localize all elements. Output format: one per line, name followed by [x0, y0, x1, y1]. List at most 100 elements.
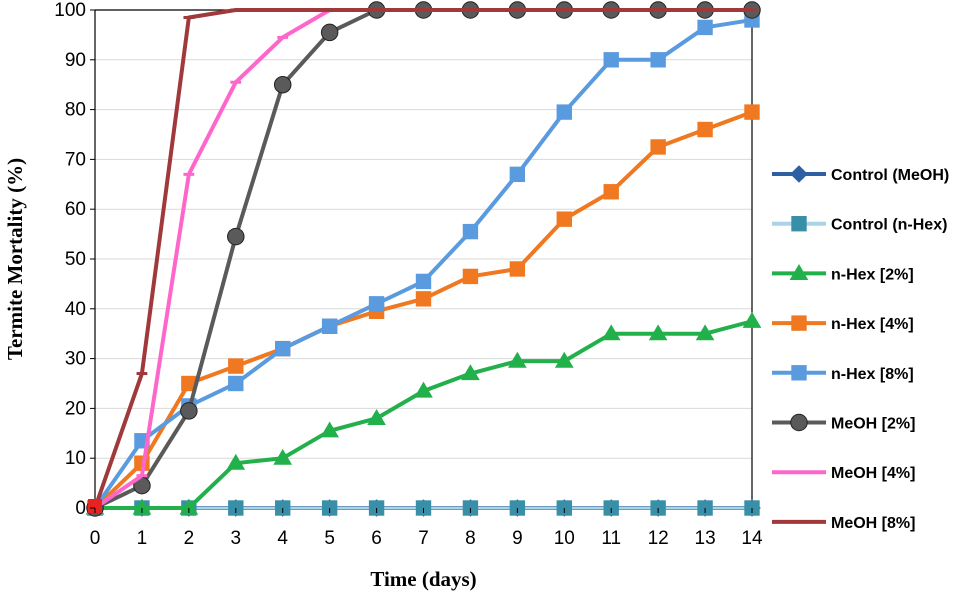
- x-tick-label: 12: [648, 528, 669, 549]
- legend-swatch-marker: [791, 365, 807, 381]
- x-tick-label: 7: [418, 528, 429, 549]
- series-n-hex-8: [87, 12, 760, 516]
- data-point: [462, 268, 479, 285]
- legend-swatch-marker: [792, 470, 806, 474]
- data-point: [508, 351, 527, 368]
- data-point: [744, 104, 760, 120]
- x-tick-label: 2: [184, 528, 195, 549]
- y-tick-label: 80: [65, 100, 86, 121]
- legend-item: n-Hex [2%]: [772, 264, 914, 283]
- series-line: [93, 17, 753, 510]
- data-point: [320, 23, 339, 42]
- legend-item: MeOH [8%]: [772, 515, 915, 532]
- data-point: [652, 8, 664, 12]
- y-tick-label: 60: [65, 199, 86, 220]
- data-point: [601, 324, 621, 341]
- series-n-hex-2: [85, 311, 762, 515]
- data-point: [511, 8, 523, 12]
- legend-item: MeOH [2%]: [772, 413, 915, 433]
- data-point: [509, 166, 526, 183]
- x-tick-label: 1: [137, 528, 148, 549]
- data-point: [415, 273, 432, 290]
- data-point: [136, 372, 148, 376]
- data-point: [371, 8, 382, 12]
- x-tick-label: 0: [90, 528, 101, 549]
- x-tick-label: 10: [554, 528, 575, 549]
- data-point: [603, 52, 619, 68]
- legend-label: n-Hex [2%]: [831, 266, 914, 283]
- x-axis-title: Time (days): [370, 567, 476, 591]
- data-point: [183, 15, 195, 19]
- data-point: [324, 8, 336, 12]
- y-tick-label: 90: [65, 50, 86, 71]
- y-axis-title: Termite Mortality (%): [3, 158, 27, 360]
- data-point: [273, 75, 292, 94]
- y-tick-label: 30: [65, 349, 86, 370]
- data-point: [509, 261, 526, 277]
- gridlines: [95, 9, 752, 509]
- legend-item: MeOH [4%]: [772, 465, 915, 482]
- x-tick-label: 11: [601, 528, 621, 549]
- data-point: [462, 223, 479, 240]
- legend-label: Control (n-Hex): [831, 217, 947, 234]
- data-point: [277, 8, 289, 12]
- data-point: [418, 8, 429, 12]
- x-tick-label: 8: [465, 528, 476, 549]
- y-tick-label: 20: [65, 398, 86, 419]
- data-point: [367, 409, 386, 425]
- legend-item: Control (MeOH): [772, 165, 949, 184]
- data-point: [273, 448, 293, 465]
- data-point: [697, 121, 713, 138]
- data-point: [132, 498, 152, 515]
- data-point: [603, 184, 619, 200]
- data-point: [648, 324, 668, 341]
- legend-item: n-Hex [8%]: [772, 365, 914, 383]
- data-point: [228, 358, 244, 374]
- data-point: [699, 8, 711, 12]
- data-point: [650, 52, 666, 68]
- legend-label: MeOH [2%]: [831, 416, 915, 433]
- data-point: [650, 139, 666, 155]
- data-point: [554, 351, 574, 368]
- legend-label: Control (MeOH): [831, 167, 949, 184]
- legend-item: n-Hex [4%]: [772, 315, 914, 333]
- x-tick-label: 9: [512, 528, 523, 549]
- legend-label: n-Hex [4%]: [831, 316, 914, 333]
- y-tick-label: 50: [65, 249, 86, 270]
- y-tick-label: 70: [65, 149, 86, 170]
- data-point: [277, 35, 289, 39]
- data-point: [136, 474, 148, 478]
- data-point: [746, 8, 758, 12]
- y-tick-label: 100: [54, 0, 86, 21]
- legend-swatch-marker: [790, 413, 808, 432]
- data-point: [697, 19, 713, 36]
- data-point: [414, 381, 433, 398]
- y-tick-label: 10: [65, 448, 86, 469]
- data-point: [742, 311, 762, 328]
- origin-marker: [88, 499, 102, 513]
- legend-swatch-marker: [791, 216, 807, 232]
- data-point: [230, 8, 242, 12]
- legend-label: MeOH [8%]: [831, 515, 915, 532]
- data-point: [558, 8, 570, 12]
- data-point: [556, 211, 572, 227]
- data-point: [695, 324, 715, 341]
- data-point: [230, 80, 242, 84]
- data-point: [605, 8, 617, 12]
- data-point: [275, 340, 291, 357]
- y-tick-label: 0: [75, 498, 86, 519]
- x-tick-label: 6: [371, 528, 382, 549]
- data-point: [556, 104, 572, 120]
- x-tick-label: 4: [277, 528, 288, 549]
- legend-label: n-Hex [8%]: [831, 366, 914, 383]
- y-tick-label: 40: [65, 299, 86, 320]
- data-point: [321, 318, 338, 334]
- data-point: [180, 402, 198, 420]
- series-n-hex-4: [87, 104, 760, 516]
- data-point: [320, 421, 339, 438]
- x-tick-label: 13: [695, 528, 716, 549]
- x-tick-label: 14: [741, 528, 763, 549]
- data-point: [465, 8, 476, 12]
